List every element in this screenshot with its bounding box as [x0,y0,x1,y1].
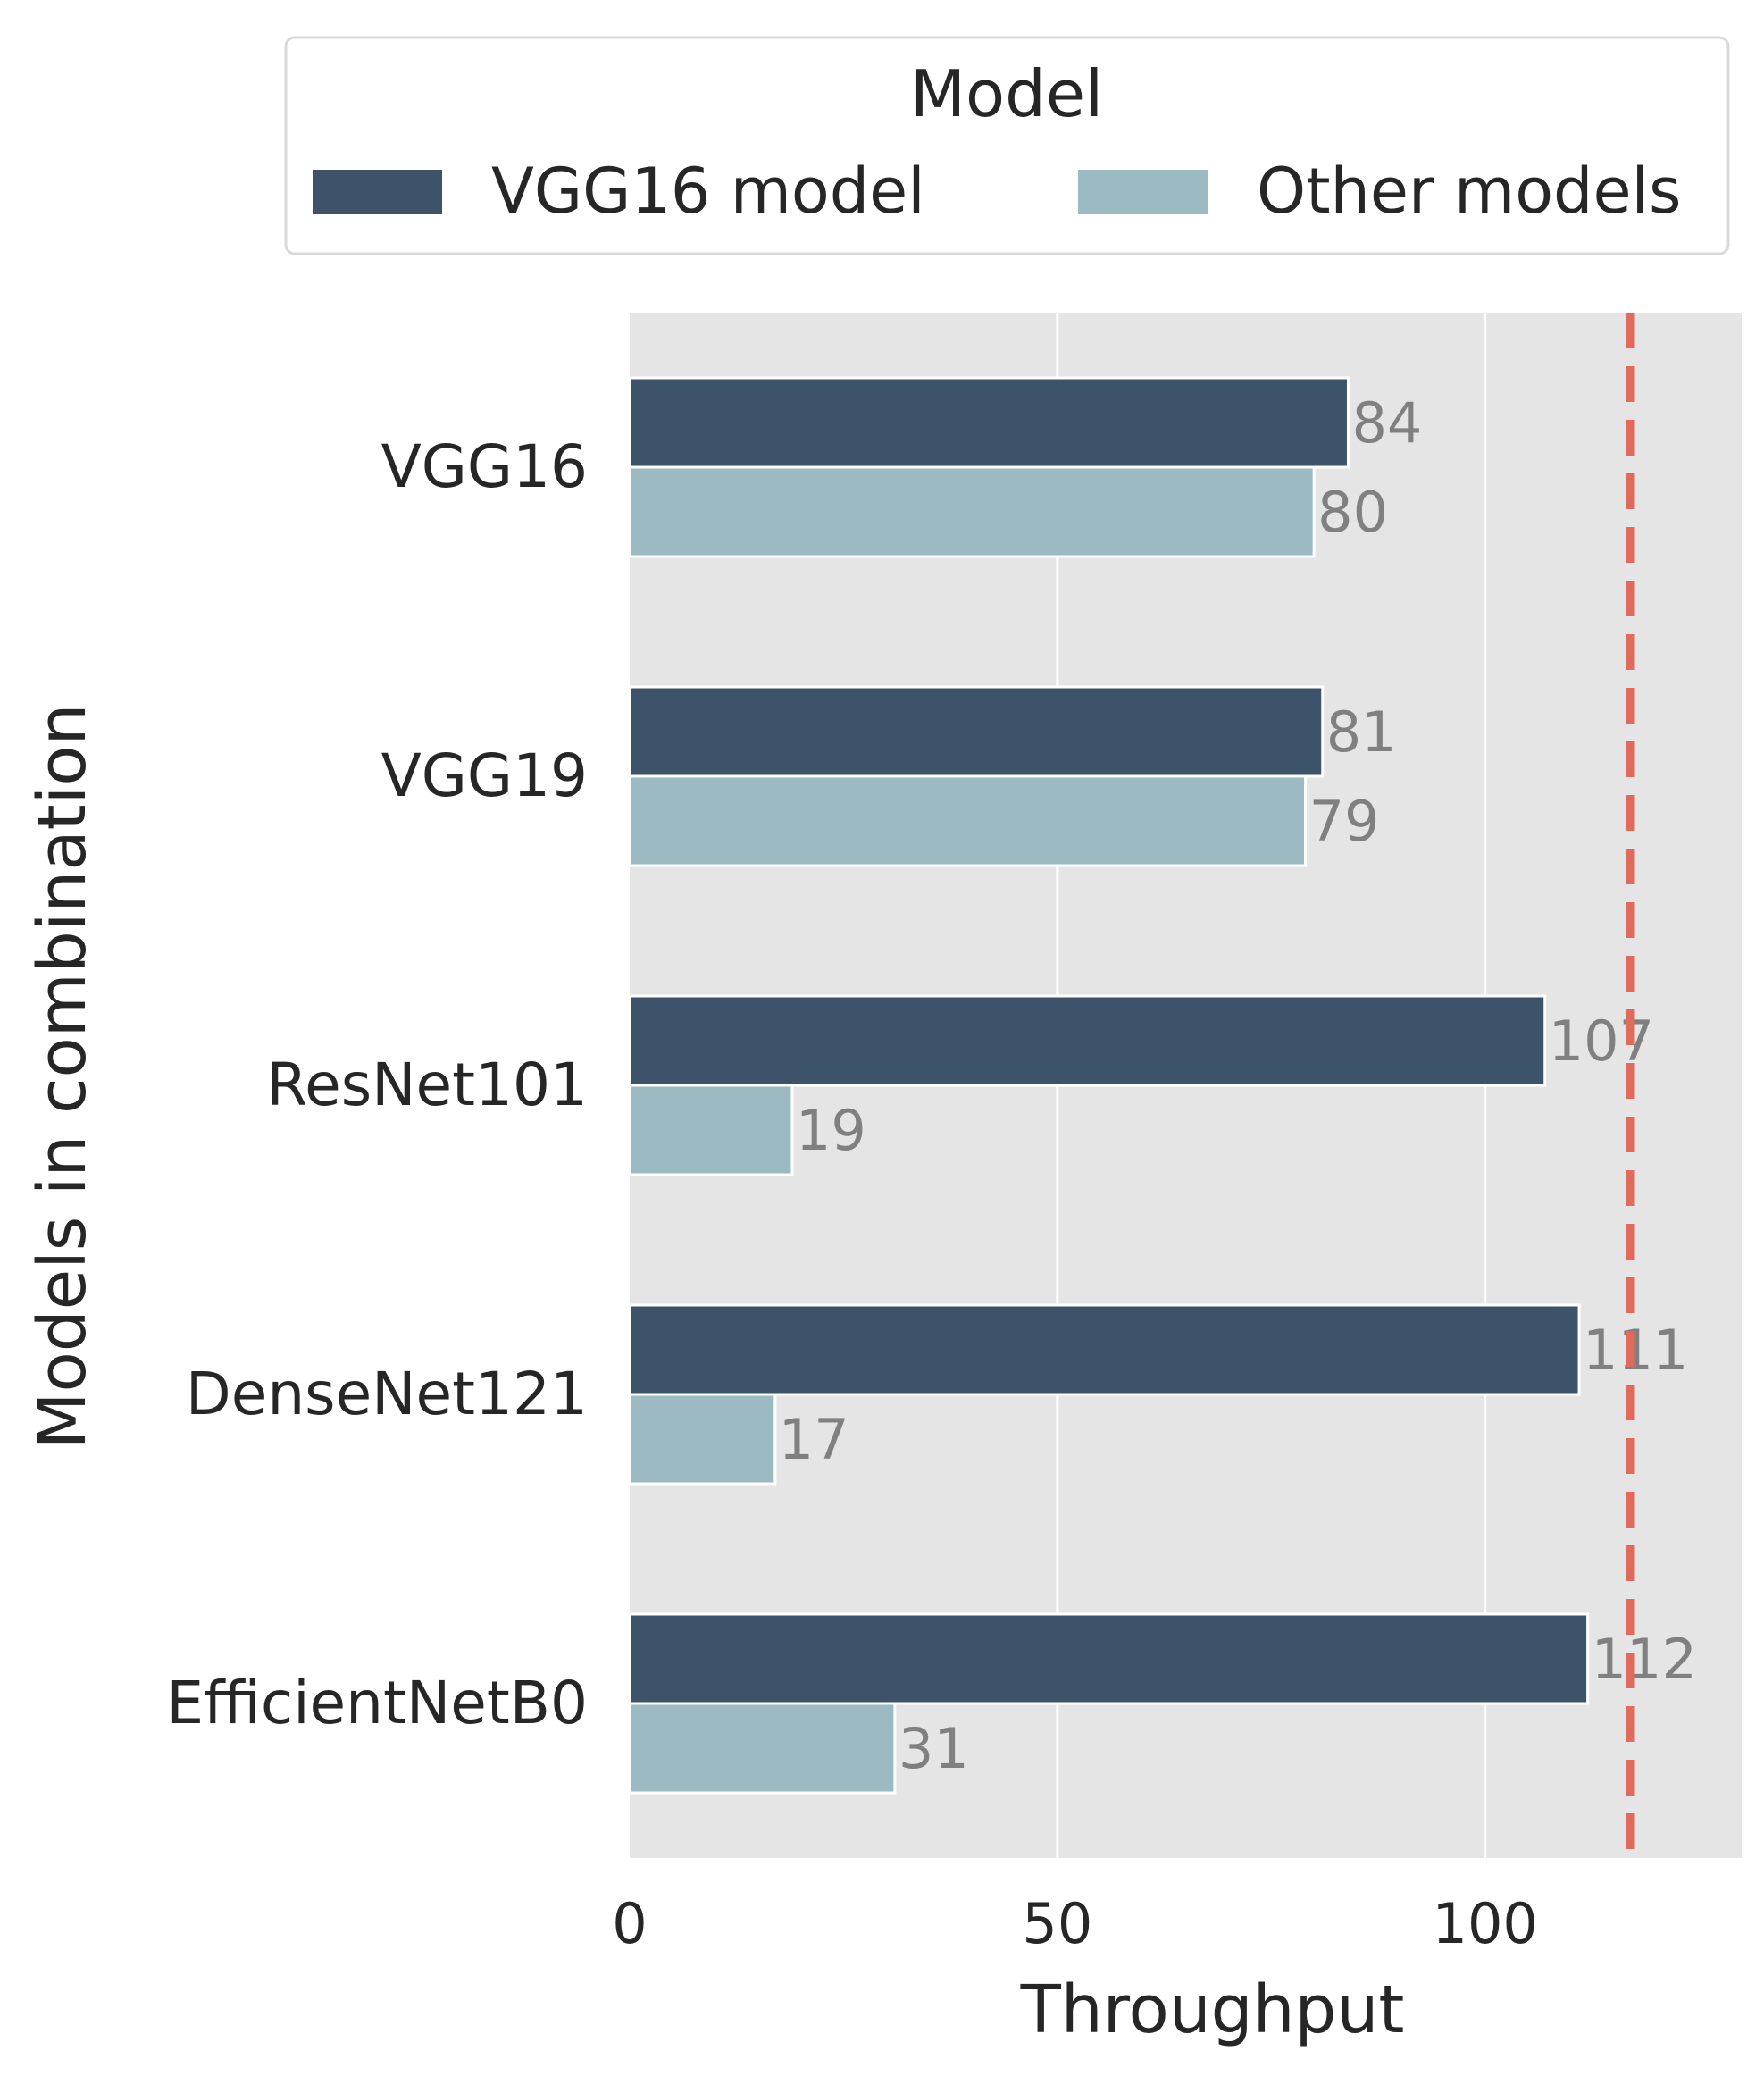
bar-value-label: 111 [1583,1318,1688,1383]
bar [628,1702,897,1795]
legend-title: Model [910,56,1103,131]
bar [628,774,1308,867]
bar [628,1084,794,1176]
y-tick-label: DenseNet121 [186,1360,588,1428]
bar [628,1393,777,1486]
legend-swatch [313,170,442,214]
bar-value-label: 31 [899,1716,969,1781]
bar [628,1303,1581,1396]
bar-value-label: 17 [779,1407,849,1472]
bar [628,465,1316,558]
bar-value-label: 112 [1592,1627,1697,1692]
bar [628,994,1547,1087]
x-tick-label: 100 [1433,1891,1538,1956]
bar [628,1612,1590,1705]
x-axis-label: Throughput [1020,1971,1405,2048]
bar [628,685,1325,778]
x-tick-label: 50 [1022,1891,1092,1956]
legend-label: VGG16 model [491,155,925,228]
bar-value-label: 81 [1326,699,1397,765]
bar-value-label: 84 [1351,390,1422,456]
legend-swatch [1078,170,1208,214]
y-tick-label: EfficientNetB0 [166,1669,588,1737]
y-tick-label: ResNet101 [266,1051,588,1119]
bar [628,376,1350,469]
bar-value-label: 79 [1309,789,1380,854]
y-axis-label: Models in combination [24,704,101,1450]
bar-value-label: 19 [796,1098,866,1163]
bar-value-label: 107 [1549,1009,1654,1074]
bar-value-label: 80 [1317,480,1388,545]
legend-box [284,36,1730,255]
x-tick-label: 0 [612,1891,647,1956]
legend-label: Other models [1257,155,1681,228]
y-tick-label: VGG19 [381,741,588,810]
y-tick-label: VGG16 [381,432,588,501]
